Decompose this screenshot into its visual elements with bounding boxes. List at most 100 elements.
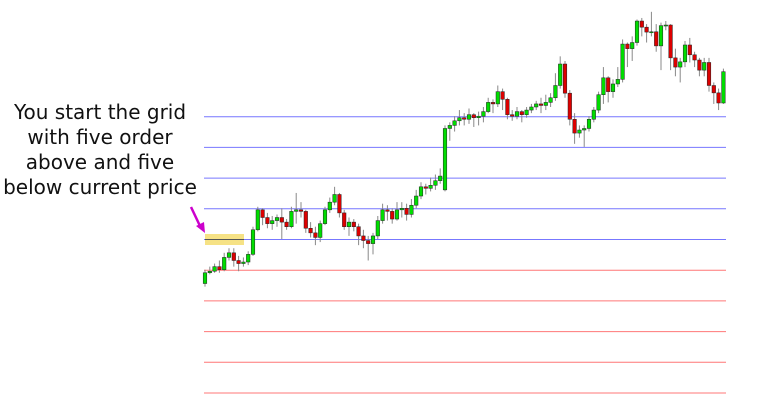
candle-up [380, 209, 385, 221]
annotation-line: below current price [3, 175, 197, 199]
candle-up [486, 102, 491, 112]
candle-down [654, 31, 659, 47]
candle-down [510, 114, 515, 117]
candle-up [294, 209, 299, 212]
candle-down [351, 221, 356, 227]
candle-up [476, 115, 481, 118]
candle-down [519, 111, 524, 115]
candle-down [538, 103, 544, 106]
candle-up [428, 185, 433, 189]
annotation-line: with five order [27, 125, 173, 149]
candle-down [706, 62, 712, 86]
candle-up [610, 83, 616, 92]
candle-up [322, 209, 328, 224]
candle-up [524, 109, 529, 115]
candle-down [279, 217, 284, 223]
candle-up [418, 186, 424, 197]
candle-down [572, 119, 577, 134]
candle-up [409, 204, 414, 215]
candle-down [385, 209, 390, 212]
candle-up [663, 24, 668, 27]
candle-up [558, 63, 563, 86]
candle-down [236, 260, 241, 264]
candle-down [471, 114, 476, 118]
candle-up [634, 20, 640, 43]
candle-up [414, 195, 419, 206]
candle-down [668, 24, 673, 59]
candle-down [303, 211, 308, 229]
candle-up [577, 129, 582, 134]
candle-up [495, 91, 500, 105]
candle-up [438, 175, 443, 181]
candle-up [289, 211, 294, 227]
candle-up [658, 25, 664, 47]
candle-down [562, 63, 568, 94]
candle-down [366, 240, 371, 244]
candle-up [615, 79, 620, 85]
candle-down [361, 235, 366, 241]
candle-down [298, 209, 304, 212]
candle-up [226, 252, 232, 258]
candle-up [702, 62, 707, 71]
candle-down [625, 43, 630, 49]
candle-up [255, 209, 260, 231]
candle-down [687, 44, 692, 56]
candle-up [327, 201, 332, 211]
candle-up [466, 114, 472, 120]
candle-up [548, 97, 553, 103]
candle-up [596, 94, 601, 111]
candle-up [721, 71, 726, 104]
candle-down [308, 228, 313, 234]
candle-up [318, 223, 323, 238]
candle-up [250, 229, 256, 255]
candle-up [346, 221, 352, 227]
candle-down [217, 266, 222, 270]
candle-up [222, 257, 227, 270]
candle-up [591, 109, 596, 120]
candle-up [370, 235, 376, 244]
candle-up [601, 77, 606, 95]
candle-down [606, 77, 611, 92]
annotation-text: You start the grid with five order above… [0, 100, 200, 200]
candle-up [582, 128, 587, 131]
candle-down [505, 99, 510, 115]
candle-down [337, 194, 342, 214]
candle-down [567, 92, 572, 120]
arrow-head-icon [196, 222, 205, 233]
annotation-line: above and five [25, 150, 175, 174]
candle-down [265, 217, 270, 224]
candle-down [644, 26, 649, 33]
annotation-line: You start the grid [13, 100, 187, 124]
candle-up [529, 106, 534, 111]
candle-up [212, 266, 217, 272]
candle-up [452, 120, 457, 126]
candle-up [202, 272, 208, 284]
candle-up [375, 220, 380, 237]
candle-up [543, 102, 548, 106]
arrow-icon [189, 206, 202, 227]
candle-up [246, 254, 251, 263]
candle-down [342, 212, 347, 227]
candle-down [692, 54, 697, 61]
candle-down [284, 221, 289, 227]
candle-down [313, 232, 318, 238]
candle-up [447, 125, 452, 129]
candle-up [481, 111, 486, 117]
candle-up [682, 44, 688, 63]
candle-down [490, 102, 496, 105]
candle-up [442, 128, 448, 191]
candle-down [423, 186, 428, 189]
candle-up [241, 261, 246, 264]
candle-down [231, 252, 236, 261]
candle-up [332, 194, 337, 203]
candle-up [457, 117, 462, 122]
candle-down [697, 59, 702, 71]
candle-down [462, 117, 467, 120]
candle-up [514, 111, 520, 117]
candle-down [711, 85, 716, 94]
candle-up [399, 208, 404, 211]
candle-up [270, 220, 275, 224]
candle-up [620, 43, 625, 80]
candle-down [716, 92, 721, 104]
